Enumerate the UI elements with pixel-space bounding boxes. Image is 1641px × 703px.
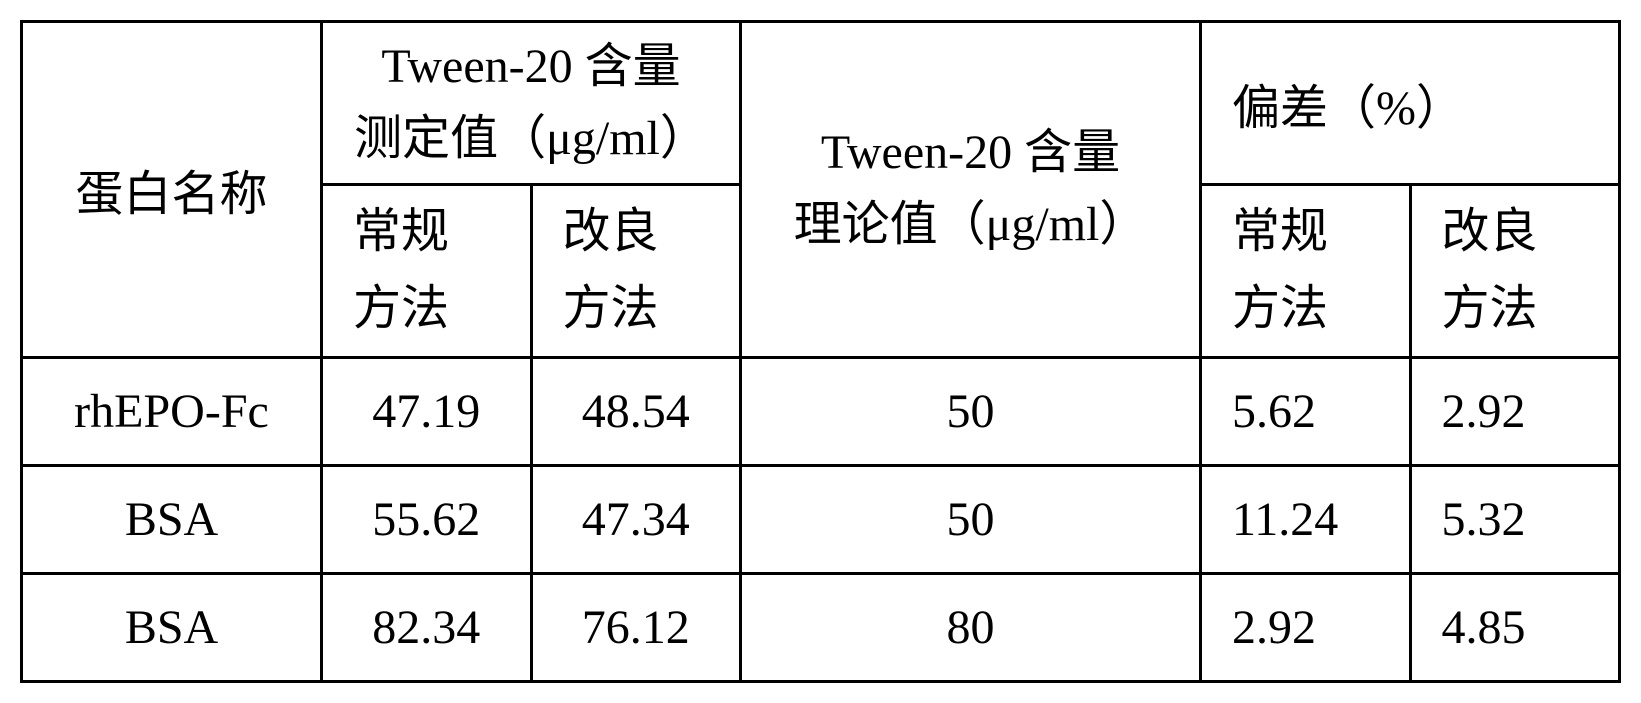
cell-protein: BSA	[22, 573, 322, 681]
header-conv-line2: 方法	[353, 271, 510, 348]
header-imp-line1: 改良	[563, 194, 720, 271]
header-conventional-deviation: 常规 方法	[1201, 185, 1411, 358]
header-conv-dev-line1: 常规	[1232, 194, 1389, 271]
header-theory-line2: 理论值（μg/ml）	[762, 189, 1179, 261]
cell-dev-conv: 11.24	[1201, 465, 1411, 573]
header-theory-line1: Tween-20 含量	[762, 117, 1179, 189]
cell-measured-imp: 76.12	[531, 573, 741, 681]
cell-dev-conv: 2.92	[1201, 573, 1411, 681]
cell-theory: 50	[741, 465, 1201, 573]
cell-measured-conv: 55.62	[322, 465, 532, 573]
cell-dev-imp: 4.85	[1410, 573, 1620, 681]
header-measured-group: Tween-20 含量 测定值（μg/ml）	[322, 22, 741, 185]
header-deviation-group: 偏差（%）	[1201, 22, 1620, 185]
header-conv-line1: 常规	[353, 194, 510, 271]
table-row: BSA 82.34 76.12 80 2.92 4.85	[22, 573, 1620, 681]
header-improved-deviation: 改良 方法	[1410, 185, 1620, 358]
header-theory: Tween-20 含量 理论值（μg/ml）	[741, 22, 1201, 358]
cell-dev-imp: 5.32	[1410, 465, 1620, 573]
header-measured-line1: Tween-20 含量	[343, 31, 719, 103]
comparison-table: 蛋白名称 Tween-20 含量 测定值（μg/ml） Tween-20 含量 …	[20, 20, 1621, 683]
header-imp-dev-line2: 方法	[1442, 271, 1599, 348]
table-header: 蛋白名称 Tween-20 含量 测定值（μg/ml） Tween-20 含量 …	[22, 22, 1620, 358]
header-protein-name: 蛋白名称	[22, 22, 322, 358]
data-table-container: 蛋白名称 Tween-20 含量 测定值（μg/ml） Tween-20 含量 …	[20, 20, 1621, 683]
cell-dev-imp: 2.92	[1410, 357, 1620, 465]
header-imp-dev-line1: 改良	[1442, 194, 1599, 271]
header-imp-line2: 方法	[563, 271, 720, 348]
table-body: rhEPO-Fc 47.19 48.54 50 5.62 2.92 BSA 55…	[22, 357, 1620, 681]
cell-measured-conv: 82.34	[322, 573, 532, 681]
header-conv-dev-line2: 方法	[1232, 271, 1389, 348]
cell-measured-imp: 47.34	[531, 465, 741, 573]
cell-measured-imp: 48.54	[531, 357, 741, 465]
table-row: rhEPO-Fc 47.19 48.54 50 5.62 2.92	[22, 357, 1620, 465]
header-row-1: 蛋白名称 Tween-20 含量 测定值（μg/ml） Tween-20 含量 …	[22, 22, 1620, 185]
header-conventional-measured: 常规 方法	[322, 185, 532, 358]
cell-dev-conv: 5.62	[1201, 357, 1411, 465]
table-row: BSA 55.62 47.34 50 11.24 5.32	[22, 465, 1620, 573]
cell-theory: 80	[741, 573, 1201, 681]
cell-protein: BSA	[22, 465, 322, 573]
cell-measured-conv: 47.19	[322, 357, 532, 465]
header-improved-measured: 改良 方法	[531, 185, 741, 358]
cell-theory: 50	[741, 357, 1201, 465]
cell-protein: rhEPO-Fc	[22, 357, 322, 465]
header-measured-line2: 测定值（μg/ml）	[343, 103, 719, 175]
